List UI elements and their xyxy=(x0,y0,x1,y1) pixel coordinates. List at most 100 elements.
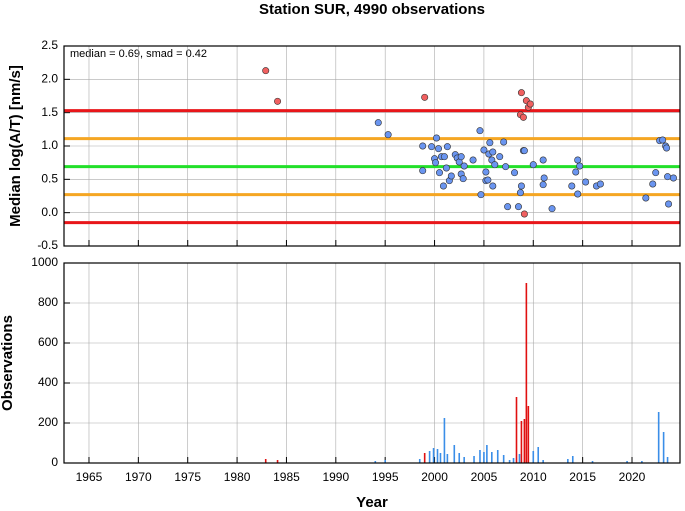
point xyxy=(520,210,528,218)
y-axis-label: Median log(A/T) [nm/s] xyxy=(7,65,24,227)
bar xyxy=(515,397,518,463)
point xyxy=(428,143,436,151)
point xyxy=(574,156,582,164)
point xyxy=(484,176,492,184)
point xyxy=(489,182,497,190)
point xyxy=(486,139,494,147)
point xyxy=(502,163,510,171)
point xyxy=(419,142,427,150)
bar xyxy=(525,283,528,463)
bar xyxy=(436,449,439,463)
bar xyxy=(446,454,449,463)
point xyxy=(659,136,667,144)
point xyxy=(517,89,525,97)
point xyxy=(519,113,527,121)
bar xyxy=(641,461,643,463)
bar xyxy=(537,447,540,463)
point xyxy=(442,164,450,172)
point xyxy=(663,144,671,152)
bar xyxy=(276,460,279,463)
point xyxy=(548,205,556,213)
point xyxy=(457,153,465,161)
bar xyxy=(423,453,426,463)
bar xyxy=(486,445,488,463)
bar xyxy=(520,421,523,463)
chart-title: Station SUR, 4990 observations xyxy=(259,1,485,18)
y-tick-label: 1.0 xyxy=(41,138,58,152)
bar xyxy=(496,450,499,463)
y-tick-label: 1.5 xyxy=(41,105,58,119)
point xyxy=(476,127,484,135)
bar xyxy=(591,461,594,463)
point xyxy=(384,131,392,139)
point xyxy=(520,147,528,155)
bar xyxy=(418,459,421,463)
bar xyxy=(512,458,515,463)
bar xyxy=(264,459,267,463)
point xyxy=(482,168,490,176)
point xyxy=(514,203,522,211)
point xyxy=(262,67,270,75)
point xyxy=(576,162,584,170)
point xyxy=(511,169,519,177)
point xyxy=(574,190,582,198)
y-tick-label: 400 xyxy=(38,375,58,389)
y-tick-label: 800 xyxy=(38,295,58,309)
y-axis-label: Observations xyxy=(0,315,16,411)
bar xyxy=(542,460,544,463)
point xyxy=(500,138,508,146)
y-tick-label: -0.5 xyxy=(37,238,58,252)
point xyxy=(374,119,382,127)
point xyxy=(439,182,447,190)
x-axis-label: Year xyxy=(356,494,388,511)
bar xyxy=(483,452,485,463)
x-tick-label: 1990 xyxy=(322,470,349,484)
bar xyxy=(518,454,521,463)
bar xyxy=(662,432,665,463)
point xyxy=(669,174,677,182)
y-tick-label: 0.5 xyxy=(41,172,58,186)
x-tick-label: 1985 xyxy=(273,470,300,484)
y-tick-label: 200 xyxy=(38,415,58,429)
bar xyxy=(567,459,569,463)
point xyxy=(447,172,455,180)
bar xyxy=(626,461,628,463)
point xyxy=(443,143,451,151)
point xyxy=(459,175,467,183)
point xyxy=(435,169,443,177)
point xyxy=(433,134,441,142)
point xyxy=(421,93,429,101)
point xyxy=(540,174,548,182)
bar xyxy=(666,457,669,463)
point xyxy=(419,167,427,175)
plot-frame xyxy=(63,45,681,247)
bar xyxy=(523,419,526,463)
x-tick-label: 2010 xyxy=(520,470,547,484)
x-tick-label: 2020 xyxy=(619,470,646,484)
bar xyxy=(657,412,660,463)
bar xyxy=(527,406,530,463)
point xyxy=(649,180,657,188)
bar xyxy=(473,456,475,463)
bar xyxy=(443,418,446,463)
point xyxy=(529,161,537,169)
point xyxy=(489,148,497,156)
x-tick-label: 1970 xyxy=(125,470,152,484)
bar xyxy=(384,460,386,463)
bar xyxy=(439,453,442,463)
point xyxy=(496,153,504,161)
point xyxy=(440,153,448,161)
point xyxy=(274,97,282,105)
bar xyxy=(463,457,465,463)
bar xyxy=(453,445,456,463)
point xyxy=(477,191,485,199)
bar xyxy=(502,455,505,463)
y-tick-label: 2.5 xyxy=(41,38,58,52)
x-tick-label: 2005 xyxy=(471,470,498,484)
point xyxy=(517,182,525,190)
point xyxy=(526,100,534,108)
point xyxy=(642,194,650,202)
bar xyxy=(479,450,481,463)
point xyxy=(460,162,468,170)
bar xyxy=(432,448,435,463)
